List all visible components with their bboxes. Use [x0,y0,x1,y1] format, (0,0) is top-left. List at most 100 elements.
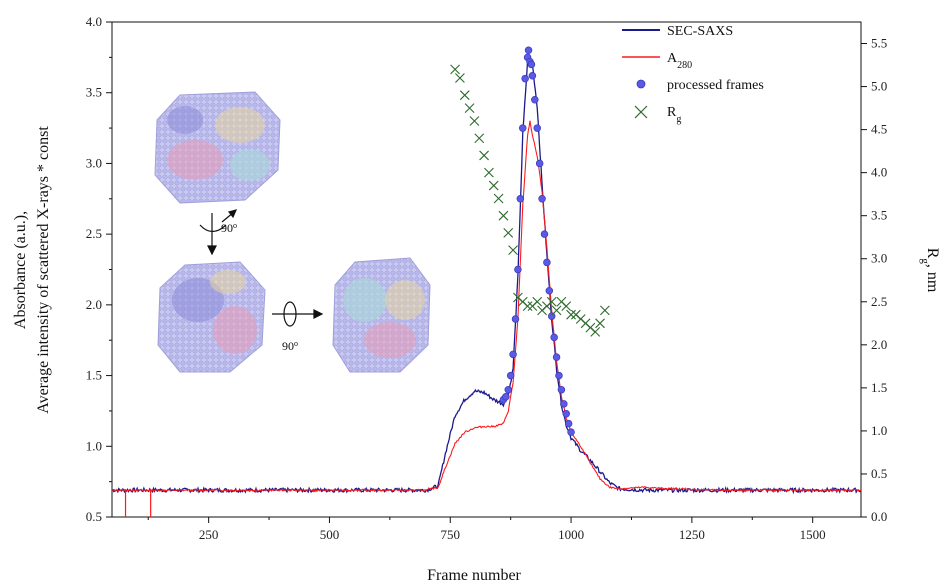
processed-frame-point [518,124,527,132]
svg-text:90o: 90o [221,221,237,236]
processed-frame-point [524,46,533,55]
legend-label-a280: A280 [667,51,692,71]
y-right-tick-label: 3.5 [871,208,887,223]
series-line-sec-saxs [111,60,862,495]
y-left-tick-label: 3.0 [86,155,102,170]
x-tick-label: 750 [441,527,461,542]
y-axis-left-title-line2: Average intensity of scattered X-rays * … [35,126,52,414]
y-axis-left: 0.5 1.0 1.5 2.0 2.5 3.0 3.5 4.0 [86,14,112,524]
processed-frame-point [533,124,541,132]
protein-model-bottom-left [157,261,266,373]
x-tick-label: 500 [320,527,340,542]
processed-frame-point [557,385,566,394]
legend-label-processed-frames: processed frames [667,78,764,93]
series-layer [111,46,862,517]
x-tick-label: 1000 [558,527,584,542]
rotation-arrow-horizontal [272,301,324,327]
rg-point [484,167,494,178]
y-right-tick-label: 0.0 [871,509,887,524]
processed-frame-point [527,60,536,69]
y-left-tick-label: 2.5 [86,226,102,241]
rg-point [450,64,460,75]
y-axis-left-title-line1: Absorbance (a.u.), [12,211,29,329]
y-left-tick-label: 4.0 [86,14,102,29]
processed-frame-point [509,350,517,359]
processed-frame-point [543,258,551,267]
processed-frame-point [502,393,510,401]
processed-frame-point [547,312,556,320]
legend-label-rg: Rg [667,105,681,125]
protein-model-top [154,91,281,204]
rg-point [522,301,533,311]
rg-point [493,193,504,204]
rg-point [488,180,499,191]
rg-point [474,133,485,144]
rg-point [459,90,470,101]
processed-frame-point [531,96,539,104]
x-axis-title: Frame number [427,567,521,584]
y-right-tick-label: 0.5 [871,466,887,481]
protein-model-bottom-right [332,257,431,373]
y-left-tick-label: 0.5 [86,509,102,524]
processed-frame-point [564,419,573,428]
rg-point [566,309,576,320]
series-line-a280 [111,120,862,493]
processed-frame-point [545,286,554,295]
rg-point [464,103,475,113]
y-axis-right-title: Rg, nm [919,248,941,293]
rg-point [590,327,601,337]
y-right-tick-label: 5.5 [871,36,887,51]
y-right-tick-label: 4.0 [871,165,887,180]
legend-swatch-processed-frames [636,79,646,89]
processed-frame-point [560,400,568,408]
y-right-tick-label: 5.0 [871,79,887,94]
y-right-tick-label: 1.0 [871,423,887,438]
rg-point [532,296,543,307]
processed-frame-point [550,333,558,342]
protein-structure-illustrations [154,91,431,373]
processed-frame-point [506,371,515,380]
processed-frame-point [567,428,575,436]
processed-frame-point [511,315,520,323]
processed-frame-point [555,371,563,380]
rg-point [469,116,480,126]
rotation-label-vertical: 90o [221,221,237,236]
x-tick-label: 1500 [800,527,826,542]
x-axis: 250 500 750 1000 1250 1500 [147,517,826,542]
y-right-tick-label: 3.0 [871,251,887,266]
y-right-tick-label: 2.0 [871,337,887,352]
processed-frame-point [535,159,544,168]
processed-frame-point [552,353,561,361]
y-left-tick-label: 1.0 [86,438,102,453]
processed-frame-point [528,71,537,80]
rg-point [595,318,605,329]
rg-point [551,305,562,316]
y-left-tick-label: 2.0 [86,297,102,312]
rg-point [455,73,465,83]
x-tick-label: 1250 [679,527,705,542]
rg-point [600,305,610,316]
rg-point [508,245,518,256]
rg-point [546,296,557,307]
y-left-tick-label: 1.5 [86,368,102,383]
rotation-arrow-vertical [199,209,238,256]
svg-text:90o: 90o [282,339,298,354]
processed-frame-point [521,74,529,83]
processed-frame-point [514,265,522,274]
legend: SEC-SAXS A280 processed frames Rg [622,24,764,125]
processed-frame-point [504,385,512,394]
y-right-tick-label: 1.5 [871,380,887,395]
processed-frame-point [516,195,525,203]
y-axis-right: 0.0 0.5 1.0 1.5 2.0 2.5 3.0 3.5 4.0 4.5 5.0 5.5 [861,36,887,524]
processed-frame-point [562,410,570,418]
rotation-label-horizontal: 90o [282,339,298,354]
legend-swatch-rg [634,105,648,119]
rg-point [503,228,514,238]
x-tick-label: 250 [199,527,219,542]
rg-point [561,301,572,311]
rg-point [498,210,509,221]
y-right-tick-label: 2.5 [871,294,887,309]
legend-label-sec-saxs: SEC-SAXS [667,24,733,39]
processed-frame-point [540,230,549,238]
